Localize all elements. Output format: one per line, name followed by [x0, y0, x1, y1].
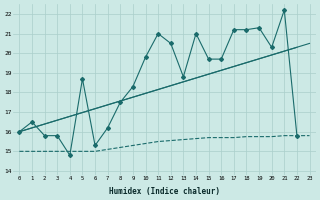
X-axis label: Humidex (Indice chaleur): Humidex (Indice chaleur) [109, 187, 220, 196]
